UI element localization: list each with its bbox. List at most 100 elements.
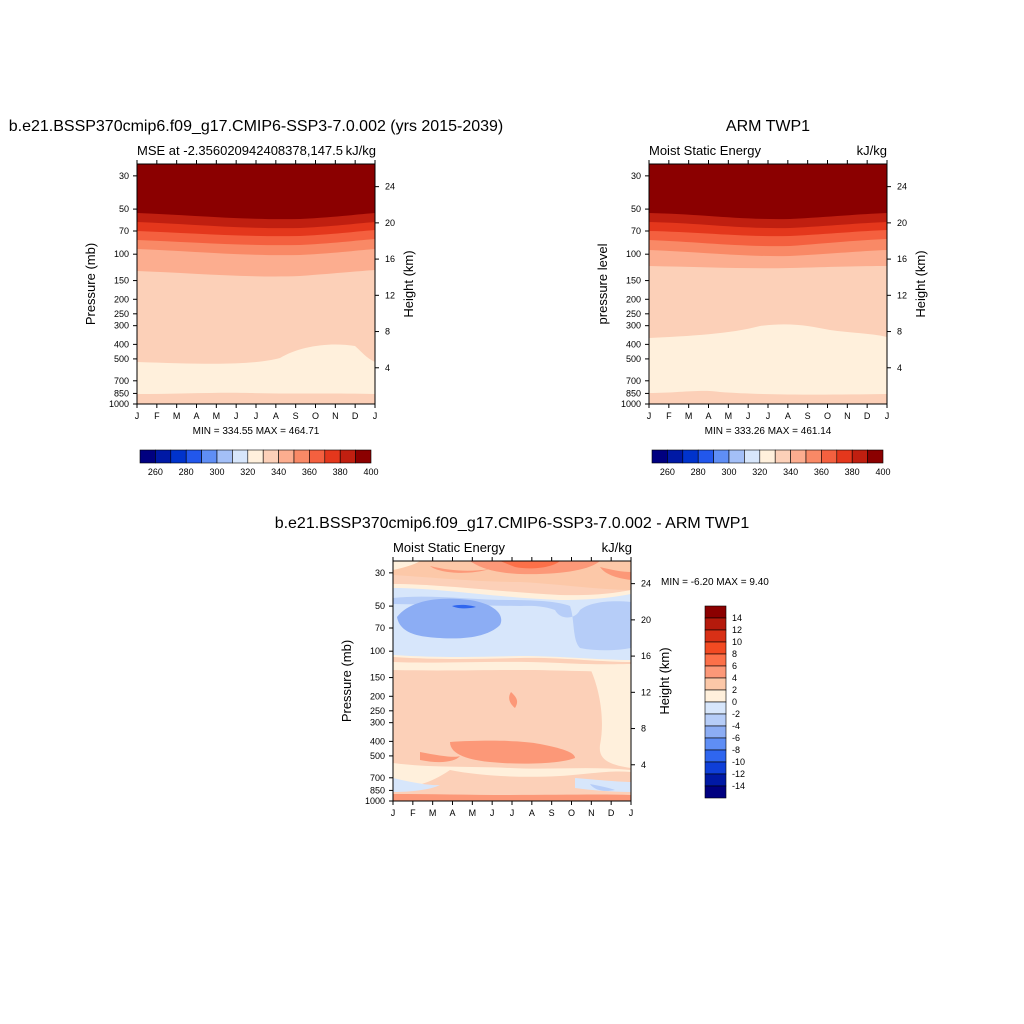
month-tick-label: J [391,808,396,818]
panel-3-minmax: MIN = -6.20 MAX = 9.40 [661,577,769,588]
pressure-tick-label: 1000 [365,796,385,806]
pressure-tick-label: 100 [114,249,129,259]
pressure-tick-label: 300 [370,718,385,728]
month-tick-label: J [510,808,515,818]
colorbar-label: 300 [209,467,224,477]
colorbar-swatch [704,701,727,715]
height-tick-label: 4 [897,363,902,373]
colorbar-swatch [836,449,853,464]
colorbar-label: 0 [732,697,737,707]
month-tick-label: D [608,808,615,818]
panel-2-y2label: Height (km) [913,250,928,317]
panel-3-y2label: Height (km) [657,647,672,714]
colorbar-label: -2 [732,709,740,719]
month-tick-label: F [154,411,160,421]
colorbar-swatch [774,449,791,464]
colorbar-swatch [704,641,727,655]
panel-2-height-axis: 4 8 12 16 20 24 [887,182,907,373]
colorbar-swatch [704,629,727,643]
colorbar-swatch [247,449,264,464]
colorbar-swatch [790,449,807,464]
height-tick-label: 24 [641,579,651,589]
colorbar-swatch [851,449,868,464]
month-tick-label: J [629,808,634,818]
month-tick-label: A [705,411,711,421]
colorbar-swatch [667,449,684,464]
month-tick-label: F [410,808,416,818]
pressure-tick-label: 300 [626,321,641,331]
panel-1-height-axis: 4 8 12 16 20 24 [375,182,395,373]
colorbar-label: 12 [732,625,742,635]
colorbar-swatch [155,449,172,464]
height-tick-label: 4 [641,760,646,770]
level-cream [137,344,375,404]
colorbar-swatch [821,449,838,464]
panel-3-title: b.e21.BSSP370cmip6.f09_g17.CMIP6-SSP3-7.… [275,515,750,532]
pressure-tick-label: 850 [626,388,641,398]
colorbar-label: 360 [814,467,829,477]
colorbar-swatch [170,449,187,464]
panel-2-plot-area [649,164,887,404]
height-tick-label: 20 [897,218,907,228]
pressure-tick-label: 100 [370,646,385,656]
pressure-tick-label: 70 [375,623,385,633]
pressure-tick-label: 30 [631,171,641,181]
month-tick-label: M [429,808,437,818]
month-tick-label: A [785,411,791,421]
height-tick-label: 16 [897,254,907,264]
month-tick-label: N [332,411,339,421]
pressure-tick-label: 700 [114,376,129,386]
pressure-tick-label: 1000 [109,399,129,409]
height-tick-label: 16 [385,254,395,264]
month-tick-label: O [824,411,831,421]
panel-1-title: b.e21.BSSP370cmip6.f09_g17.CMIP6-SSP3-7.… [9,118,504,135]
colorbar-swatch [704,737,727,751]
height-tick-label: 12 [385,290,395,300]
colorbar-label: 340 [271,467,286,477]
panel-2-units: kJ/kg [857,143,887,158]
panel-2-title: ARM TWP1 [726,118,810,135]
month-tick-label: M [173,411,181,421]
panel-1-ylabel: Pressure (mb) [83,243,98,325]
pressure-tick-label: 1000 [621,399,641,409]
month-tick-label: J [647,411,652,421]
panel-3-height-axis: 4 8 12 16 20 24 [631,579,651,770]
colorbar-swatch [704,617,727,631]
pressure-tick-label: 50 [631,204,641,214]
month-tick-label: S [293,411,299,421]
panel-1-y2label: Height (km) [401,250,416,317]
panel-2: ARM TWP1 Moist Static Energy kJ/kg 30 50 7… [595,118,928,477]
height-tick-label: 20 [385,218,395,228]
month-tick-label: J [373,411,378,421]
pressure-tick-label: 700 [370,773,385,783]
colorbar-swatch [744,449,761,464]
colorbar-label: 300 [721,467,736,477]
colorbar-swatch [704,605,727,619]
colorbar-swatch [697,449,714,464]
height-tick-label: 8 [385,327,390,337]
colorbar-swatch [339,449,356,464]
colorbar-swatch [651,449,668,464]
colorbar-label: 320 [240,467,255,477]
panel-1-colorbar: 260 280 300 320 340 360 380 400 [139,449,379,477]
month-tick-label: J [254,411,259,421]
colorbar-swatch [704,653,727,667]
pressure-tick-label: 50 [119,204,129,214]
pressure-tick-label: 30 [119,171,129,181]
panel-2-colorbar: 260 280 300 320 340 360 380 400 [651,449,891,477]
colorbar-label: 8 [732,649,737,659]
colorbar-label: -10 [732,757,745,767]
pressure-tick-label: 150 [114,276,129,286]
colorbar-swatch [185,449,202,464]
month-tick-label: D [864,411,871,421]
colorbar-label: 260 [148,467,163,477]
colorbar-label: -6 [732,733,740,743]
pressure-tick-label: 500 [114,354,129,364]
height-tick-label: 24 [897,182,907,192]
month-tick-label: A [273,411,279,421]
colorbar-label: 360 [302,467,317,477]
